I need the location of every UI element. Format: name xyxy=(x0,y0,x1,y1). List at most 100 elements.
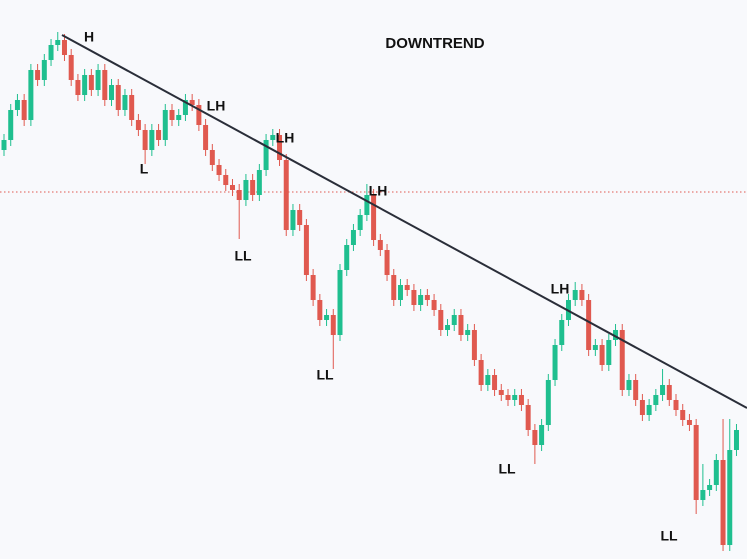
candle-body xyxy=(277,135,283,160)
annotation: LH xyxy=(276,130,295,146)
candle-body xyxy=(156,130,162,140)
candle-body xyxy=(364,195,370,215)
candle-body xyxy=(189,100,195,105)
candle-body xyxy=(82,75,88,95)
annotation: LL xyxy=(498,461,516,477)
candle-body xyxy=(445,325,451,330)
candle-body xyxy=(411,290,417,305)
candle-body xyxy=(88,75,94,90)
candle-body xyxy=(727,450,733,545)
candle-body xyxy=(492,375,498,390)
candle-body xyxy=(512,395,518,400)
candle-body xyxy=(203,125,209,150)
candle-body xyxy=(243,180,249,200)
candle-body xyxy=(324,315,330,320)
candle-body xyxy=(592,345,598,350)
candle-body xyxy=(713,460,719,485)
annotation: LH xyxy=(207,98,226,114)
annotation: LH xyxy=(369,183,388,199)
candle-body xyxy=(41,60,47,80)
candle-body xyxy=(223,175,229,185)
candle-body xyxy=(552,345,558,380)
candle-body xyxy=(424,295,430,300)
candle-body xyxy=(310,275,316,300)
annotation: LL xyxy=(316,367,334,383)
candle-body xyxy=(35,70,41,80)
candle-body xyxy=(660,385,666,395)
candles xyxy=(1,32,739,551)
candle-body xyxy=(270,135,276,140)
candle-body xyxy=(606,340,612,365)
candle-body xyxy=(720,460,726,545)
candle-body xyxy=(471,330,477,360)
candle-body xyxy=(303,225,309,275)
candle-body xyxy=(559,320,565,345)
candle-body xyxy=(176,115,182,120)
candle-body xyxy=(626,380,632,390)
candle-body xyxy=(250,180,256,195)
candle-body xyxy=(182,100,188,115)
candle-body xyxy=(680,410,686,420)
candle-body xyxy=(337,270,343,335)
candle-body xyxy=(707,485,713,490)
candle-body xyxy=(196,105,202,125)
candle-body xyxy=(297,210,303,225)
candle-body xyxy=(458,315,464,335)
candle-body xyxy=(384,250,390,275)
candle-body xyxy=(95,70,101,90)
candle-body xyxy=(639,400,645,415)
candle-body xyxy=(344,245,350,270)
candle-body xyxy=(75,80,81,95)
annotation: LL xyxy=(234,248,252,264)
candle-body xyxy=(653,395,659,405)
candle-body xyxy=(209,150,215,165)
candle-body xyxy=(391,275,397,300)
candle-body xyxy=(1,140,7,150)
candle-body xyxy=(317,300,323,320)
candle-body xyxy=(330,315,336,335)
candle-body xyxy=(545,380,551,425)
candle-body xyxy=(518,395,524,405)
candle-body xyxy=(129,95,135,120)
candle-body xyxy=(666,385,672,400)
candle-body xyxy=(397,285,403,300)
candle-body xyxy=(418,295,424,305)
candle-body xyxy=(478,360,484,385)
candle-body xyxy=(646,405,652,415)
candle-body xyxy=(263,140,269,170)
candle-body xyxy=(68,55,74,80)
candle-body xyxy=(109,85,115,100)
candle-body xyxy=(404,285,410,290)
candle-body xyxy=(169,110,175,120)
trend-line xyxy=(61,34,747,409)
candle-body xyxy=(8,110,14,140)
candle-body xyxy=(122,95,128,110)
candle-body xyxy=(733,430,739,450)
annotation: L xyxy=(140,161,149,177)
candle-body xyxy=(451,315,457,325)
annotation: LL xyxy=(660,528,678,544)
candle-body xyxy=(149,130,155,150)
candle-body xyxy=(283,160,289,230)
candle-body xyxy=(142,130,148,150)
candle-body xyxy=(290,210,296,230)
candle-body xyxy=(216,165,222,175)
candle-body xyxy=(572,290,578,300)
candle-body xyxy=(55,40,61,45)
candle-body xyxy=(102,70,108,100)
candle-body xyxy=(579,290,585,300)
candle-body xyxy=(371,195,377,240)
candle-body xyxy=(162,110,168,140)
candle-body xyxy=(599,345,605,365)
candle-body xyxy=(465,330,471,335)
candle-body xyxy=(135,120,141,130)
candle-body xyxy=(498,390,504,395)
candle-body xyxy=(613,330,619,340)
candle-body xyxy=(438,310,444,330)
candle-body xyxy=(532,430,538,445)
chart-title: DOWNTREND xyxy=(385,35,484,52)
candle-body xyxy=(673,400,679,410)
candle-body xyxy=(357,215,363,230)
